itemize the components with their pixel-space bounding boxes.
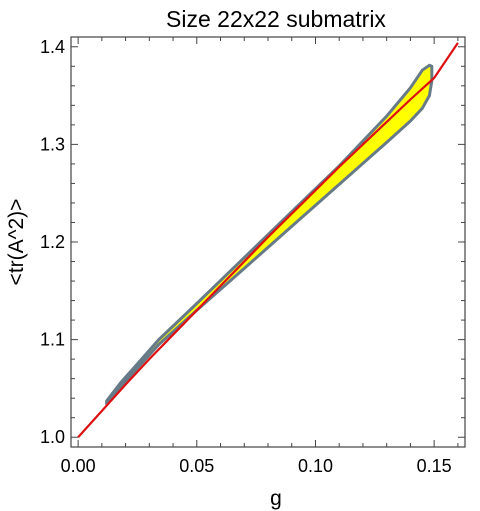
y-tick-label: 1.3 <box>40 134 65 154</box>
axes: 0.00 0.05 0.10 0.15 1.0 1.1 1.2 1.3 1.4 <box>40 37 465 476</box>
x-tick-label: 0.00 <box>61 456 96 476</box>
x-tick-label: 0.10 <box>298 456 333 476</box>
y-tick-label: 1.4 <box>40 37 65 57</box>
chart-title: Size 22x22 submatrix <box>166 6 386 32</box>
y-tick-label: 1.1 <box>40 330 65 350</box>
x-tick-label: 0.15 <box>417 456 452 476</box>
x-axis-label: g <box>270 487 282 510</box>
y-tick-label: 1.0 <box>40 427 65 447</box>
fit-curve <box>77 42 459 438</box>
y-axis-label: <tr(A^2)> <box>5 199 28 286</box>
x-tick-label: 0.05 <box>179 456 214 476</box>
y-tick-label: 1.2 <box>40 232 65 252</box>
plot-area <box>77 42 459 438</box>
